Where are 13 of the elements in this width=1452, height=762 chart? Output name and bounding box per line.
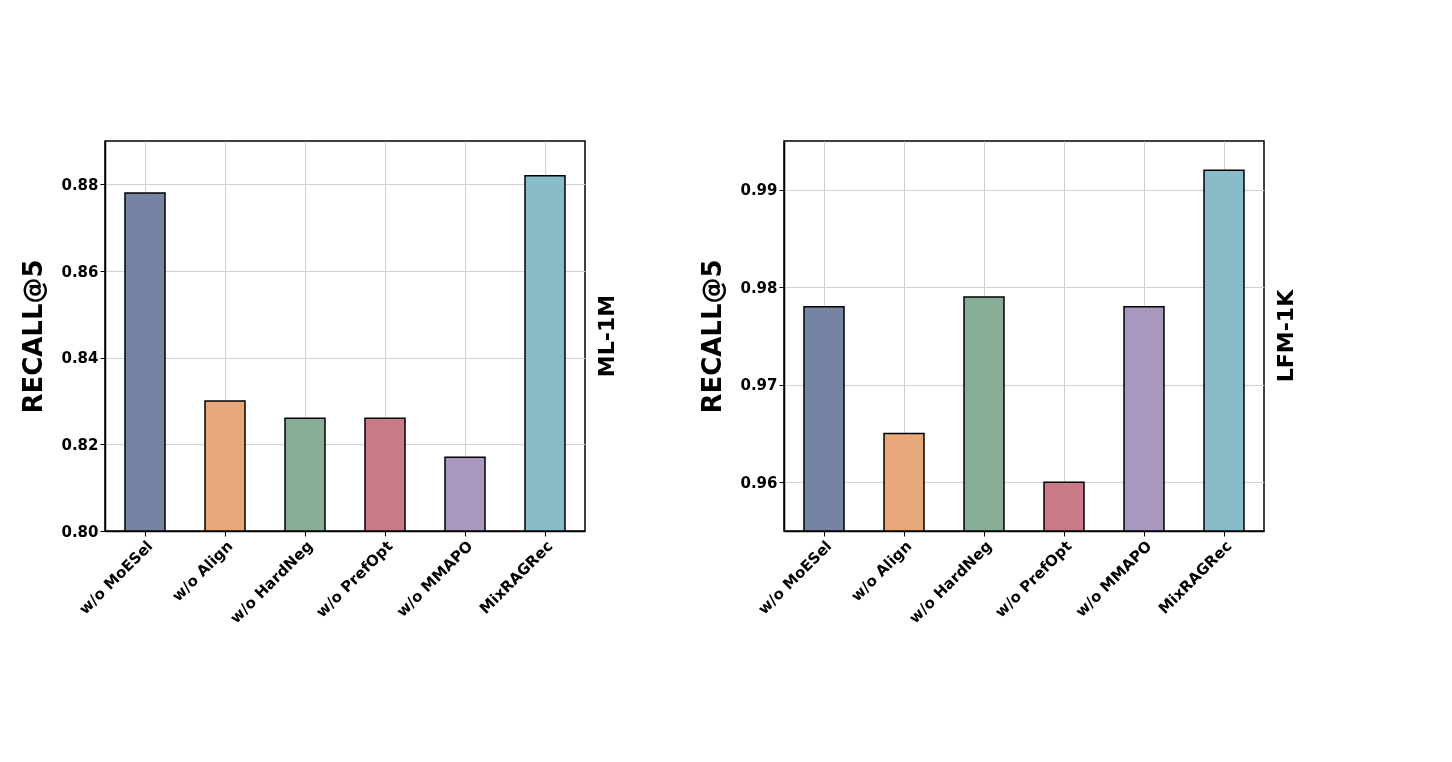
y-tick-label: 0.88: [61, 175, 99, 194]
y-tick-label: 0.86: [61, 262, 99, 281]
y-tick-label: 0.97: [740, 376, 778, 395]
y2-axis-title: ML-1M: [594, 294, 619, 378]
y-tick-label: 0.82: [61, 435, 99, 454]
y-axis-title: RECALL@5: [697, 259, 728, 414]
y-tick-label: 0.96: [740, 473, 778, 492]
y-axis-title: RECALL@5: [18, 259, 49, 414]
y-tick-label: 0.80: [61, 522, 99, 541]
y2-axis-title: LFM-1K: [1273, 288, 1298, 383]
y-tick-label: 0.99: [740, 181, 778, 200]
y-tick-label: 0.84: [61, 349, 99, 368]
y-tick-label: 0.98: [740, 278, 778, 297]
